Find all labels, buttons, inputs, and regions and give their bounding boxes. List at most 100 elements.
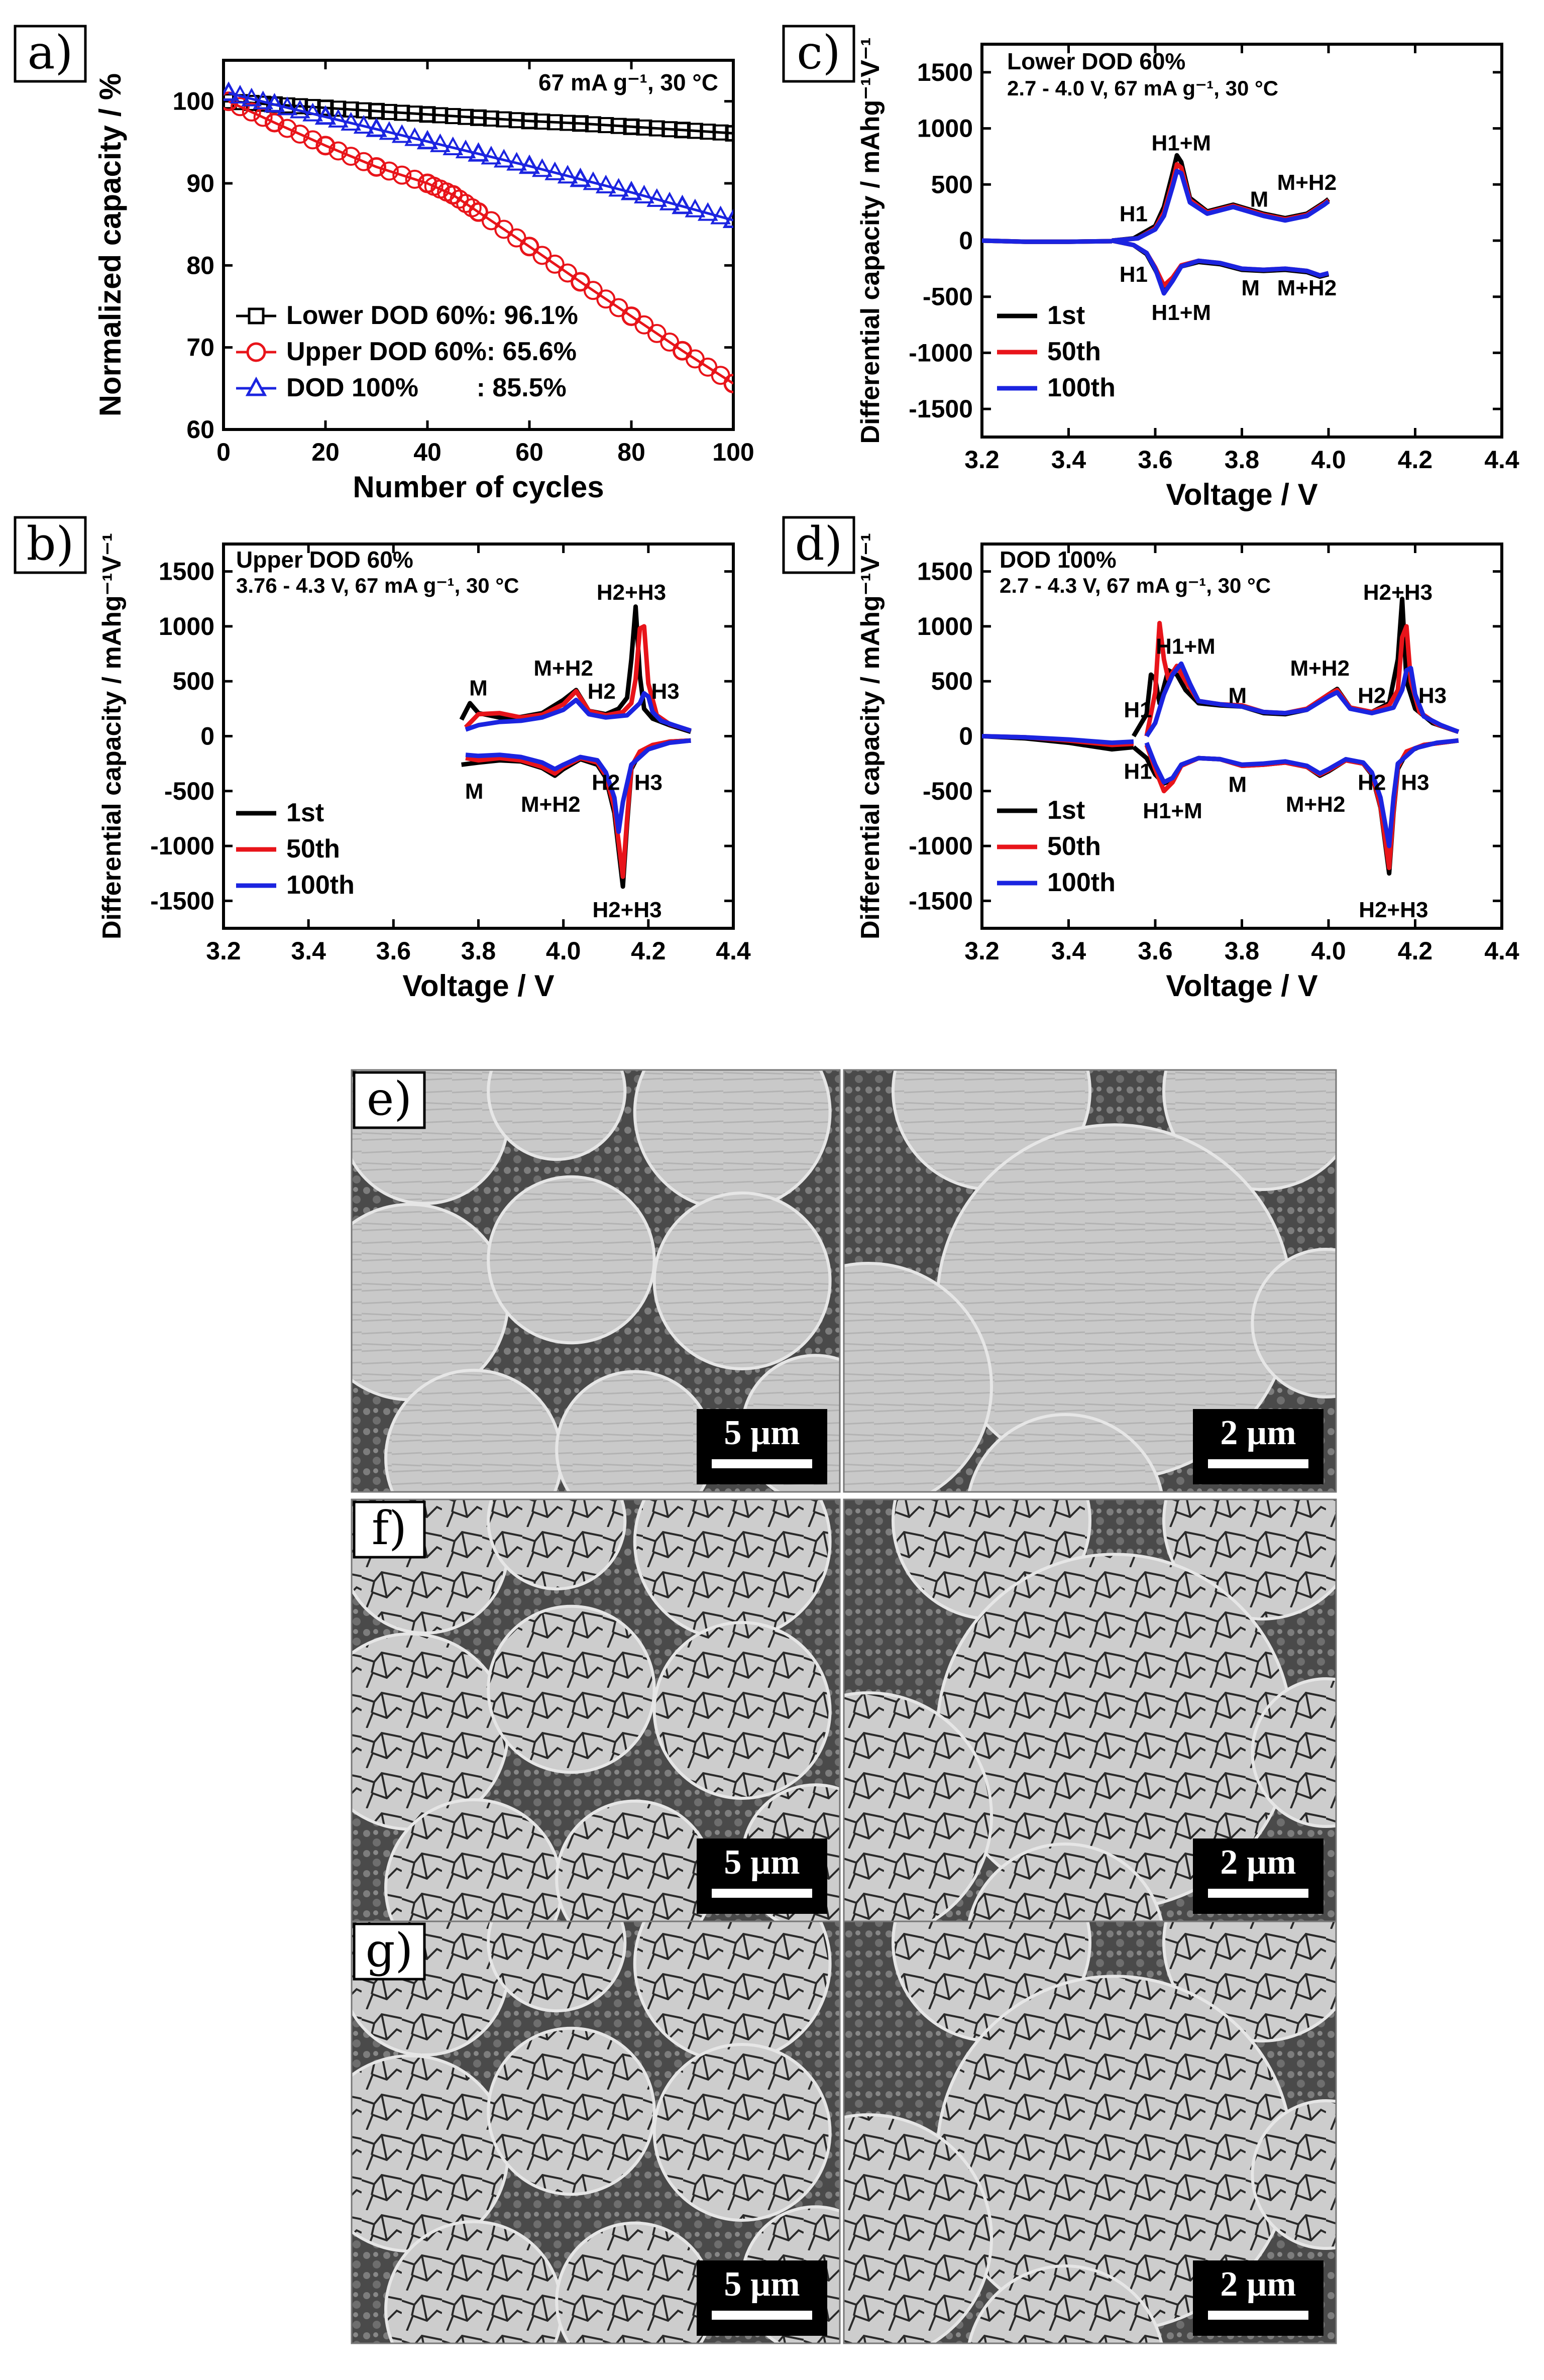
chart-annotation: 67 mA g⁻¹, 30 °C <box>538 69 718 95</box>
y-tick-label: 0 <box>200 722 214 750</box>
legend-item: 100th <box>997 868 1116 897</box>
y-axis-label: Differential capacity / mAhg⁻¹V⁻¹ <box>97 533 127 939</box>
panel-letter-f: f) <box>354 1501 424 1557</box>
chart-panel-c: c)3.2 3.4 3.6 3.8 4.0 4.2 4.4-1500-1000-500050… <box>784 26 1519 511</box>
y-tick-label: -1500 <box>909 887 973 915</box>
legend-item: 50th <box>997 337 1101 366</box>
x-tick-label: 3.2 <box>206 937 241 965</box>
scale-bar-line <box>712 1889 812 1898</box>
y-tick-label: -500 <box>923 777 973 805</box>
scale-bar-label: 2 µm <box>1220 1843 1296 1882</box>
scale-bar-line <box>712 2311 812 2320</box>
series-line-DOD 100% : 85.5% <box>229 93 733 220</box>
peak-label: H2 <box>588 679 616 704</box>
scale-bar: 2 µm <box>1193 2260 1324 2336</box>
peak-label: M+H2 <box>1290 656 1350 681</box>
legend-item: DOD 100% : 85.5% <box>236 373 567 402</box>
legend-label: 1st <box>1047 796 1085 825</box>
y-tick-label: 500 <box>173 667 214 695</box>
peak-label: M <box>1229 684 1247 708</box>
svg-text:f): f) <box>372 1501 407 1555</box>
legend-label: DOD 100% : 85.5% <box>286 373 567 402</box>
peak-label: H3 <box>634 770 663 795</box>
condition-subtitle: 2.7 - 4.0 V, 67 mA g⁻¹, 30 °C <box>1007 76 1278 100</box>
scale-bar-line <box>1208 1459 1308 1468</box>
peak-label: H1 <box>1120 201 1148 226</box>
condition-title: DOD 100% <box>1000 547 1117 573</box>
charts-layer: a) 0 20 40 60 80 100 60 70 80 90 100 Number of cycle… <box>15 26 1519 1003</box>
legend-item: 100th <box>997 373 1116 402</box>
legend-label: 50th <box>286 834 340 863</box>
peak-label: M+H2 <box>521 792 581 817</box>
scale-bar-line <box>1208 1889 1308 1898</box>
scale-bar: 2 µm <box>1193 1409 1324 1484</box>
particle-cross-section <box>654 1193 830 1369</box>
x-tick-label: 3.6 <box>1138 446 1173 474</box>
peak-label: H2+H3 <box>1363 580 1432 605</box>
peak-label: H2 <box>1358 770 1386 795</box>
legend-label: 1st <box>286 798 324 827</box>
x-tick-label: 3.4 <box>291 937 326 965</box>
scale-bar: 5 µm <box>697 1409 827 1484</box>
panel-letter-e: e) <box>354 1072 424 1128</box>
x-tick-label: 60 <box>515 438 543 466</box>
y-tick-label: 0 <box>959 227 973 255</box>
peak-label: H1+M <box>1143 799 1202 823</box>
particle-cross-section <box>488 1023 625 1159</box>
y-tick-label: 60 <box>186 415 214 444</box>
condition-title: Upper DOD 60% <box>236 547 413 573</box>
y-tick-label: -500 <box>164 777 214 805</box>
x-tick-label: 4.4 <box>716 937 751 965</box>
scale-bar: 5 µm <box>697 2260 827 2336</box>
y-tick-label: 1000 <box>917 612 973 640</box>
series-line-1st <box>1112 155 1329 241</box>
peak-label: H2 <box>592 770 620 795</box>
y-tick-label: -1500 <box>909 395 973 423</box>
sem-image-g-right: 2 µm <box>745 1844 1400 2380</box>
x-tick-label: 3.2 <box>964 446 1000 474</box>
y-tick-label: -1500 <box>150 887 214 915</box>
peak-label: H2 <box>1358 684 1386 708</box>
y-axis-label: Differential capacity / mAhg⁻¹V⁻¹ <box>856 37 885 444</box>
y-axis-label: Normalized capacity / % <box>93 73 127 417</box>
legend-item: Lower DOD 60%: 96.1% <box>236 301 578 330</box>
legend-label: 50th <box>1047 337 1101 366</box>
peak-label: H3 <box>1418 684 1447 708</box>
y-tick-label: 1500 <box>917 558 973 586</box>
chart-panel-b: b)3.2 3.4 3.6 3.8 4.0 4.2 4.4-1500-1000-500050… <box>15 517 751 1003</box>
particle-cross-section <box>386 2222 562 2380</box>
y-axis-label: Differential capacity / mAhg⁻¹V⁻¹ <box>856 533 885 939</box>
svg-text:g): g) <box>366 1923 413 1977</box>
x-axis-label: Voltage / V <box>1166 969 1317 1003</box>
x-tick-label: 4.0 <box>546 937 581 965</box>
x-tick-label: 3.6 <box>376 937 411 965</box>
y-tick-label: 70 <box>186 334 214 362</box>
panel-letter-d: d) <box>784 517 854 573</box>
peak-label: H2+H3 <box>592 898 661 922</box>
peak-label: H1+M <box>1151 131 1211 156</box>
x-tick-label: 4.2 <box>631 937 666 965</box>
y-tick-label: -500 <box>923 283 973 311</box>
scale-bar-label: 5 µm <box>724 1843 800 1882</box>
y-tick-label: 500 <box>931 170 973 198</box>
legend-item: 1st <box>997 301 1085 330</box>
x-tick-label: 3.4 <box>1051 446 1086 474</box>
y-tick-label: -1000 <box>909 832 973 860</box>
legend: Lower DOD 60%: 96.1% Upper DOD 60%: 65.6%… <box>236 301 578 402</box>
svg-text:d): d) <box>795 517 843 571</box>
x-axis-label: Number of cycles <box>353 470 604 504</box>
sem-row-g: 5 µm 2 µm g) <box>312 1844 1400 2380</box>
x-tick-label: 4.0 <box>1311 937 1346 965</box>
peak-label: H1 <box>1120 262 1148 287</box>
svg-text:a): a) <box>28 26 73 79</box>
particle-cross-section <box>488 1606 654 1772</box>
x-tick-label: 20 <box>311 438 340 466</box>
y-tick-label: 0 <box>959 722 973 750</box>
x-axis-label: Voltage / V <box>402 969 554 1003</box>
legend-marker <box>248 344 265 361</box>
peak-label: H1 <box>1124 759 1152 784</box>
condition-title: Lower DOD 60% <box>1007 48 1185 74</box>
sem-micrographs: 5 µm 2 µm e) 5 µm 2 µm f) 5 µm 2 µm g) <box>312 993 1400 2380</box>
legend-label: Upper DOD 60%: 65.6% <box>286 337 577 366</box>
panel-letter-g: g) <box>354 1923 424 1979</box>
